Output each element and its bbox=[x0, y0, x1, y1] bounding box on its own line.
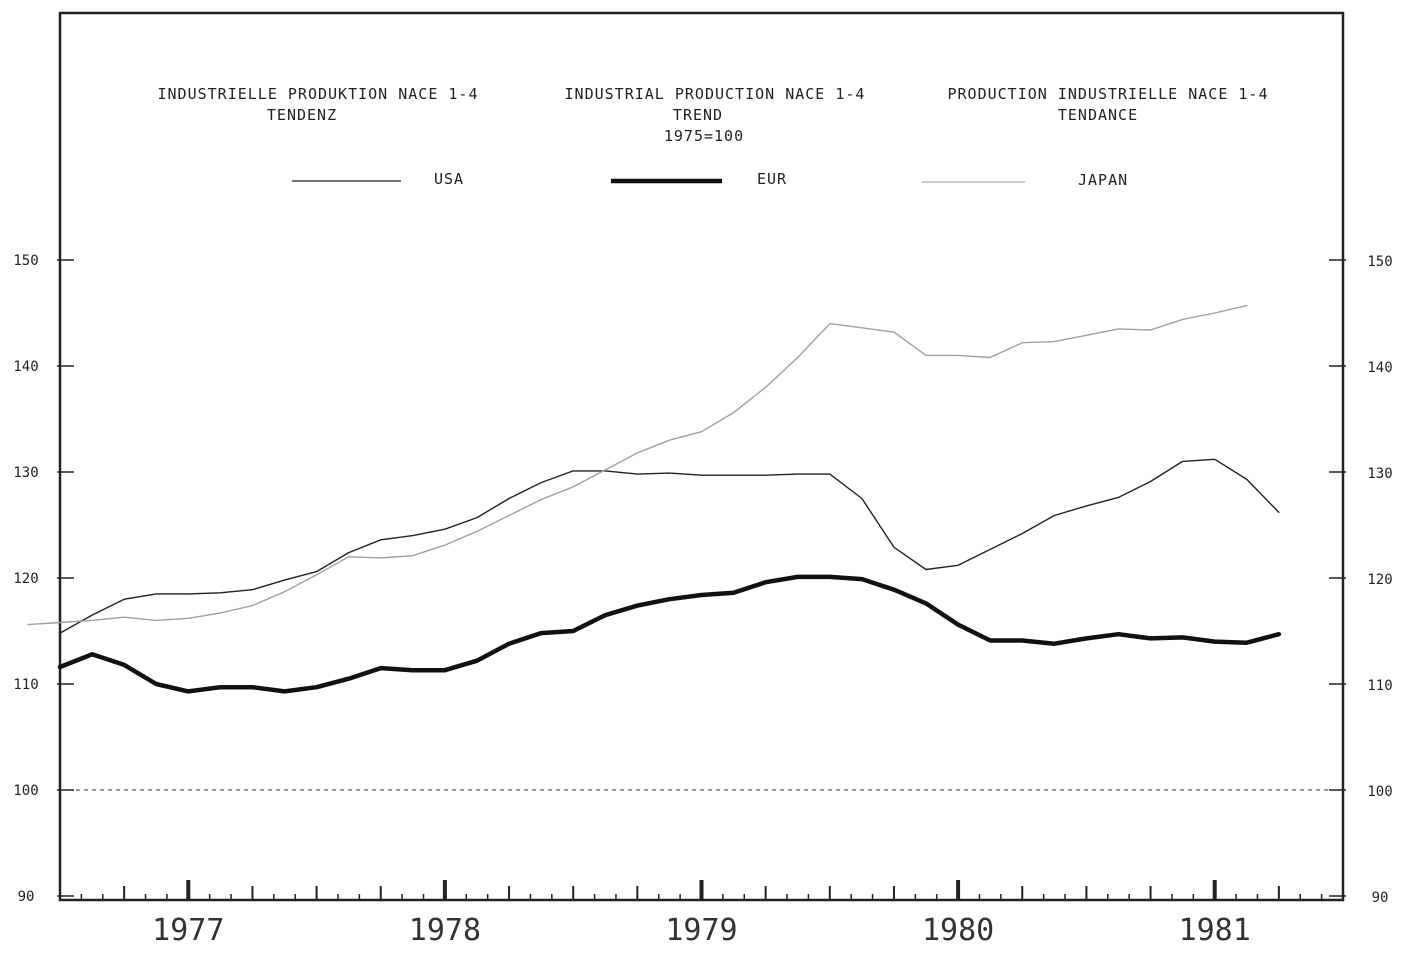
legend-label-eur: EUR bbox=[757, 170, 787, 188]
y-tick-label-right: 130 bbox=[1367, 466, 1392, 482]
x-tick-label: 1981 bbox=[1179, 913, 1251, 948]
series-line-usa bbox=[59, 458, 1280, 634]
header-title-en: INDUSTRIAL PRODUCTION NACE 1-4 bbox=[565, 85, 866, 103]
plot-frame bbox=[58, 11, 1345, 902]
y-tick-label-right: 100 bbox=[1367, 784, 1392, 800]
legend-label-usa: USA bbox=[434, 170, 464, 188]
y-tick-label-left: 130 bbox=[13, 465, 38, 481]
y-tick-label-right: 110 bbox=[1367, 678, 1392, 694]
x-tick-label: 1977 bbox=[152, 913, 224, 948]
legend-label-japan: JAPAN bbox=[1078, 171, 1128, 189]
header-title-de: INDUSTRIELLE PRODUKTION NACE 1-4 bbox=[158, 85, 479, 103]
y-tick-label-left: 140 bbox=[13, 359, 38, 375]
y-tick-label-left: 120 bbox=[13, 571, 38, 587]
y-tick-label-left: 110 bbox=[13, 677, 38, 693]
header-title-fr: PRODUCTION INDUSTRIELLE NACE 1-4 bbox=[948, 85, 1269, 103]
series-line-japan bbox=[27, 304, 1248, 626]
y-tick-label-left: 90 bbox=[18, 889, 35, 905]
y-tick-label-left: 150 bbox=[13, 253, 38, 269]
header-base-en: 1975=100 bbox=[664, 127, 744, 145]
x-tick-label: 1980 bbox=[922, 913, 994, 948]
x-tick-label: 1979 bbox=[665, 913, 737, 948]
legend: USA EUR JAPAN bbox=[292, 170, 1128, 189]
y-tick-label-left: 100 bbox=[13, 783, 38, 799]
x-tick-label: 1978 bbox=[409, 913, 481, 948]
header-subtitle-de: TENDENZ bbox=[267, 106, 337, 124]
y-tick-label-right: 150 bbox=[1367, 254, 1392, 270]
series-line-eur bbox=[57, 574, 1282, 694]
y-tick-label-right: 120 bbox=[1367, 572, 1392, 588]
header-subtitle-en: TREND bbox=[673, 106, 723, 124]
y-tick-label-right: 140 bbox=[1367, 360, 1392, 376]
header-subtitle-fr: TENDANCE bbox=[1058, 106, 1138, 124]
y-tick-label-right: 90 bbox=[1372, 890, 1389, 906]
